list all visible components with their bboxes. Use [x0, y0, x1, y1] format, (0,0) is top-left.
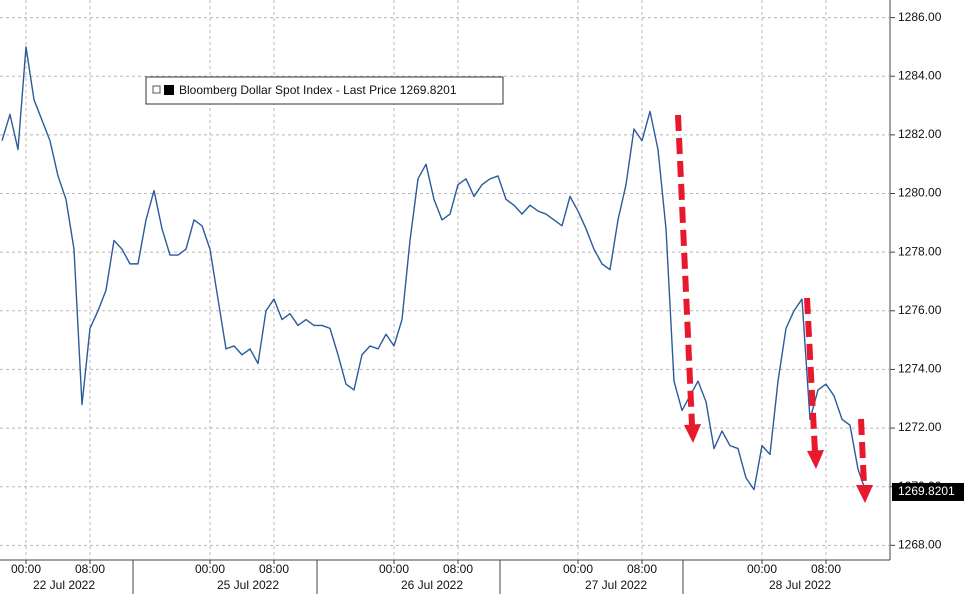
x-tick-label: 00:00 — [195, 562, 225, 576]
arrow-shaft — [858, 418, 867, 486]
plot — [0, 0, 890, 560]
arrow-shaft — [804, 297, 818, 453]
arrow-head — [684, 424, 701, 443]
legend-box — [145, 76, 504, 105]
legend-label: Bloomberg Dollar Spot Index - Last Price… — [179, 83, 457, 97]
x-tick-label: 08:00 — [443, 562, 473, 576]
arrow-shaft — [675, 114, 695, 426]
arrow-head — [807, 450, 824, 469]
y-tick-label: 1280.00 — [898, 186, 942, 200]
y-tick-label: 1284.00 — [898, 68, 942, 82]
x-tick-label: 08:00 — [259, 562, 289, 576]
y-tick-label: 1274.00 — [898, 362, 942, 376]
last-price-tag — [892, 482, 964, 501]
day-separators — [132, 560, 684, 594]
date-label: 22 Jul 2022 — [33, 578, 95, 592]
date-label: 26 Jul 2022 — [401, 578, 463, 592]
y-tick-label: 1286.00 — [898, 10, 942, 24]
y-tick-label: 1268.00 — [898, 538, 942, 552]
y-tick-label: 1276.00 — [898, 303, 942, 317]
annotation-arrows — [675, 114, 873, 503]
date-label: 25 Jul 2022 — [217, 578, 279, 592]
x-tick-label: 00:00 — [11, 562, 41, 576]
x-tick-label: 08:00 — [627, 562, 657, 576]
x-tick-label: 00:00 — [379, 562, 409, 576]
x-tick-label: 08:00 — [75, 562, 105, 576]
legend-toggle — [152, 85, 161, 94]
legend: Bloomberg Dollar Spot Index - Last Price… — [145, 76, 504, 105]
date-label: 28 Jul 2022 — [769, 578, 831, 592]
date-label: 27 Jul 2022 — [585, 578, 647, 592]
y-tick-label: 1282.00 — [898, 127, 942, 141]
y-tick-label: 1278.00 — [898, 244, 942, 258]
x-tick-label: 08:00 — [811, 562, 841, 576]
x-tick-label: 00:00 — [747, 562, 777, 576]
y-tick-label: 1272.00 — [898, 420, 942, 434]
arrow-head — [856, 485, 873, 503]
last-price-label: 1269.8201 — [898, 484, 955, 498]
legend-swatch — [164, 85, 174, 95]
line-series — [1, 46, 867, 493]
x-tick-label: 00:00 — [563, 562, 593, 576]
